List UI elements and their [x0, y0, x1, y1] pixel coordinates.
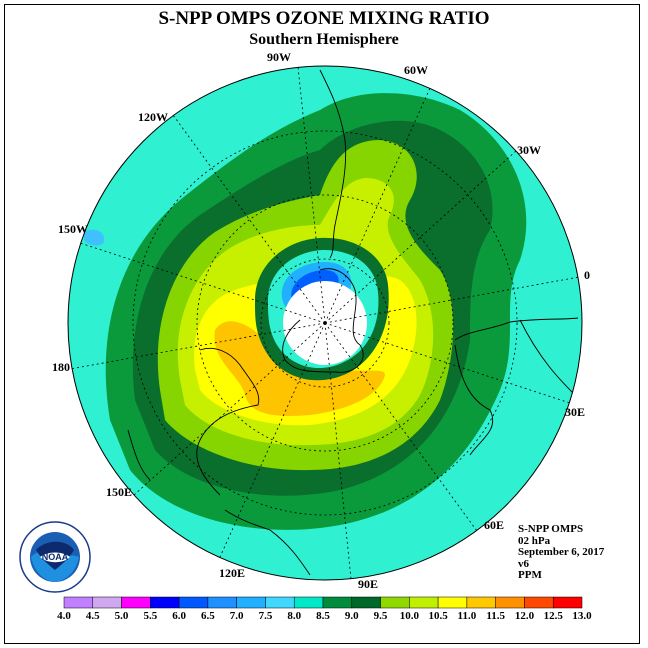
- info-instrument: S-NPP OMPS: [518, 523, 584, 535]
- figure-frame: [4, 4, 640, 644]
- label-lon-150e: 150E: [106, 485, 133, 499]
- small-blue-patch: [84, 229, 105, 246]
- info-units: PPM: [518, 569, 542, 581]
- info-date: September 6, 2017: [518, 546, 605, 558]
- label-lon-90e: 90E: [358, 577, 379, 591]
- label-lon-30w: 30W: [517, 143, 541, 157]
- label-lon-0: 0: [584, 268, 590, 282]
- product-info: S-NPP OMPS 02 hPa September 6, 2017 v6 P…: [518, 523, 605, 582]
- map-title: S-NPP OMPS OZONE MIXING RATIO: [158, 8, 490, 29]
- graticule: [69, 66, 580, 580]
- label-lon-60w: 60W: [404, 63, 428, 77]
- label-lon-120e: 120E: [219, 566, 246, 580]
- info-version: v6: [518, 557, 529, 570]
- label-lon-60e: 60E: [484, 518, 505, 532]
- label-lon-150w: 150W: [58, 222, 88, 236]
- map-subtitle: Southern Hemisphere: [249, 31, 399, 48]
- logo-text: NOAA: [42, 552, 69, 562]
- map-boundary: [67, 65, 583, 581]
- label-lon-180: 180: [52, 360, 70, 374]
- noaa-logo: NOAA: [19, 521, 91, 593]
- label-lon-120w: 120W: [138, 110, 168, 124]
- label-lon-90w: 90W: [267, 50, 291, 64]
- coastlines: [127, 69, 579, 576]
- info-level: 02 hPa: [518, 534, 551, 547]
- label-lon-30e: 30E: [565, 405, 586, 419]
